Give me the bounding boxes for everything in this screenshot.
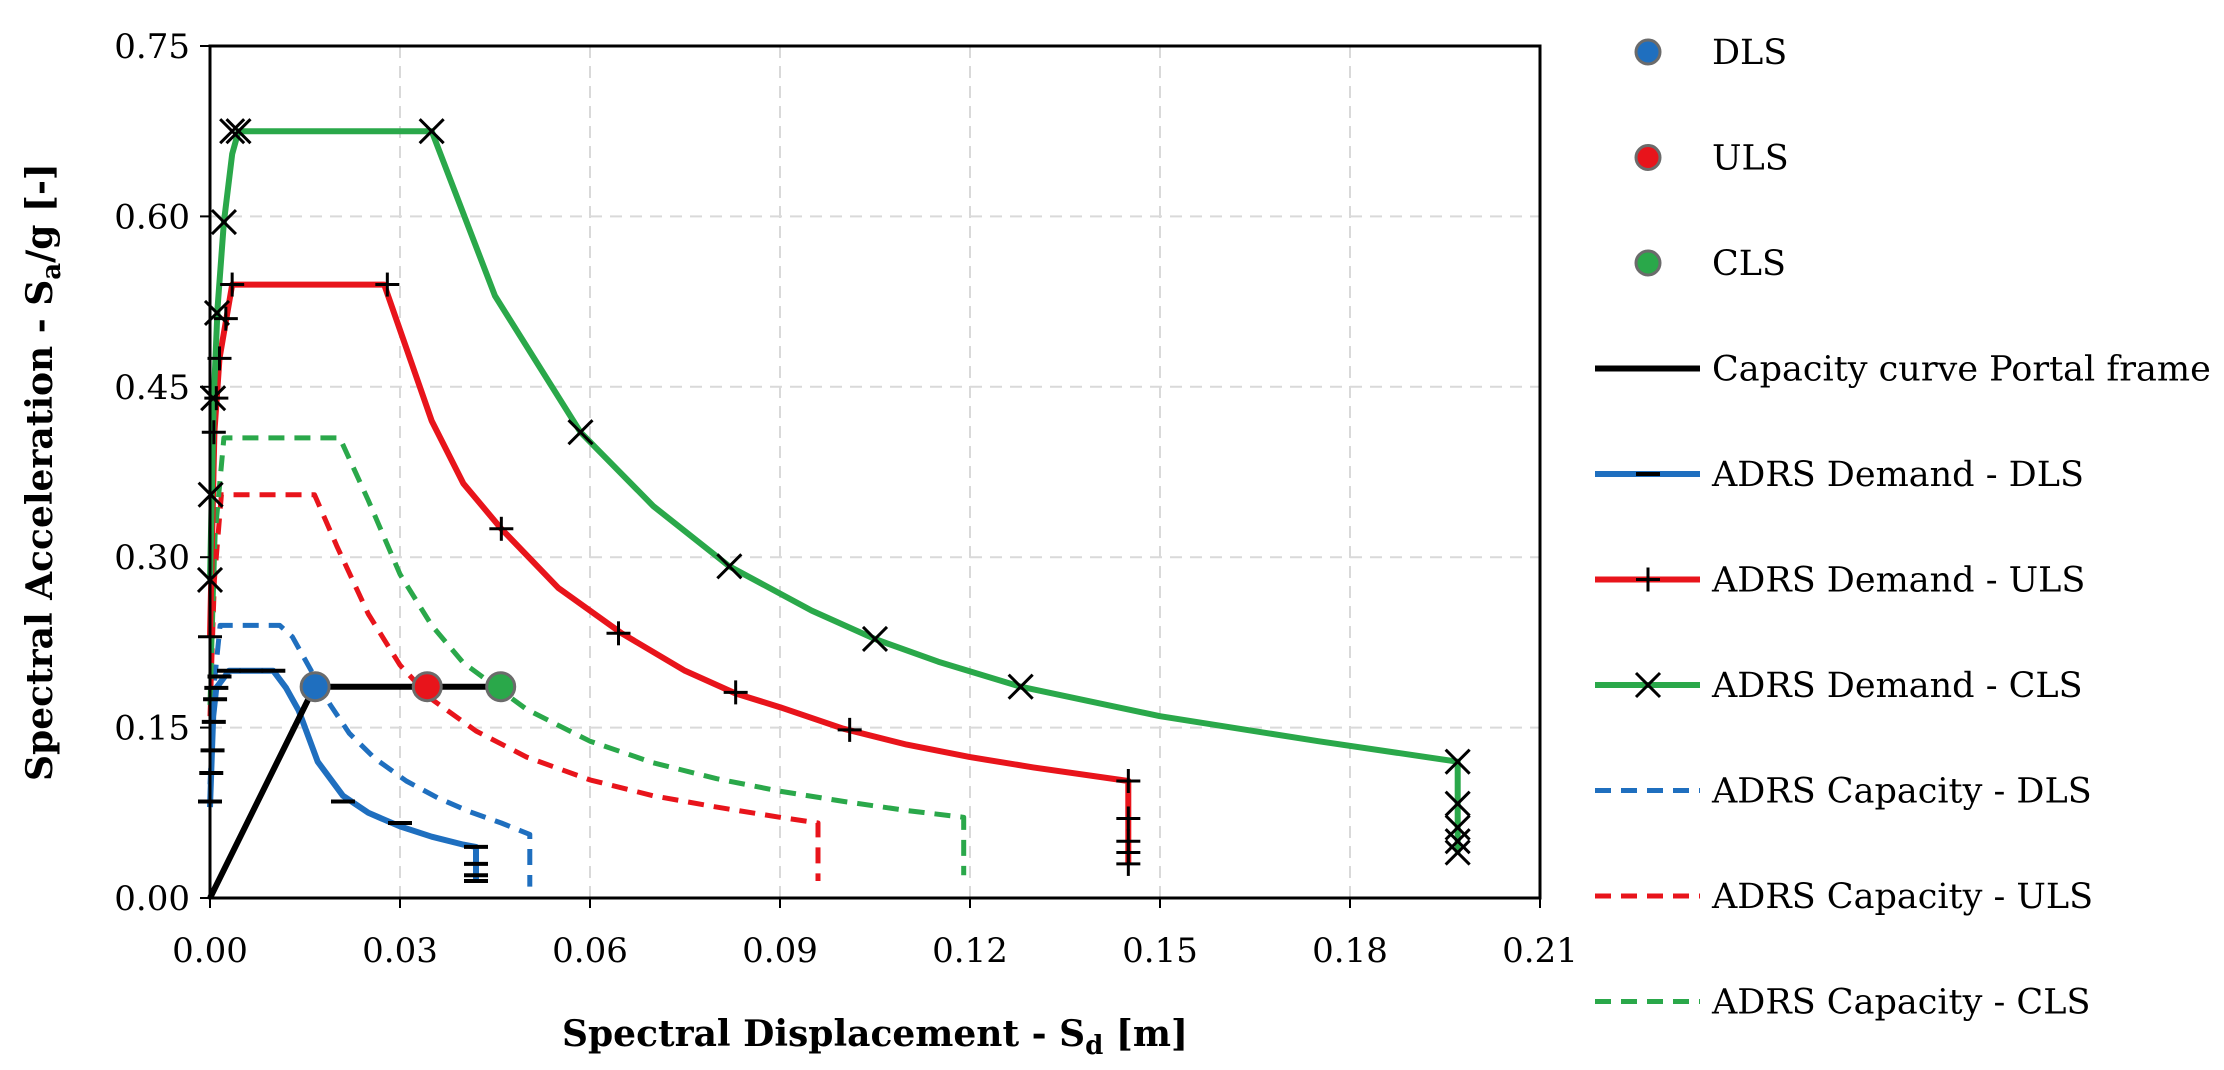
point-uls xyxy=(411,671,443,703)
legend-label: CLS xyxy=(1712,244,1786,284)
legend-marker xyxy=(1636,567,1660,592)
legend-item-adrs-capacity-uls: ADRS Capacity - ULS xyxy=(1595,877,2093,917)
legend-item-adrs-capacity-cls: ADRS Capacity - CLS xyxy=(1595,983,2090,1023)
legend-label: ADRS Capacity - ULS xyxy=(1711,877,2093,917)
legend-marker xyxy=(1634,671,1662,699)
y-axis-label: Spectral Acceleration - Sa/g [-] xyxy=(19,163,67,781)
x-axis-label: Spectral Displacement - Sd [m] xyxy=(562,1013,1188,1061)
x-tick-label: 0.09 xyxy=(742,931,818,971)
series-adrs-demand-dls xyxy=(207,667,479,881)
markers-layer xyxy=(196,118,1471,883)
legend-label: Capacity curve Portal frame xyxy=(1712,350,2211,390)
y-tick-label: 0.75 xyxy=(114,27,190,67)
perf-points-layer xyxy=(299,671,517,703)
x-tick-label: 0.12 xyxy=(932,931,1008,971)
series-adrs-capacity-uls xyxy=(207,492,821,881)
y-tick-label: 0.30 xyxy=(114,538,190,578)
marker-adrs-demand-uls xyxy=(489,516,514,541)
x-tick-label: 0.03 xyxy=(362,931,438,971)
legend-swatch xyxy=(1634,144,1662,171)
legend-item-adrs-demand-dls: ADRS Demand - DLS xyxy=(1595,455,2084,495)
x-axis-ticks: 0.00 0.03 0.06 0.09 0.12 0.15 0.18 0.21 xyxy=(172,898,1578,971)
y-tick-label: 0.15 xyxy=(114,709,190,749)
marker-adrs-demand-uls xyxy=(837,717,862,742)
legend-item-adrs-demand-cls: ADRS Demand - CLS xyxy=(1595,666,2083,706)
x-tick-label: 0.15 xyxy=(1122,931,1198,971)
marker-adrs-demand-uls xyxy=(1116,806,1141,831)
legend-swatch xyxy=(1634,38,1662,66)
series-adrs-demand-cls xyxy=(207,128,1461,853)
marker-adrs-demand-cls xyxy=(1444,839,1471,866)
marker-adrs-demand-cls xyxy=(200,385,227,412)
marker-adrs-demand-uls xyxy=(1116,851,1141,876)
series-adrs-capacity-cls xyxy=(207,435,967,876)
legend-swatch xyxy=(1634,249,1662,277)
grid-lines xyxy=(210,46,1540,898)
legend-item-capacity-curve-portal-frame: Capacity curve Portal frame xyxy=(1595,350,2211,390)
y-axis-label-sub: a xyxy=(37,263,67,280)
legend: DLS ULS CLS Capacity curve Portal frame ADRS… xyxy=(1595,33,2211,1023)
legend-label: ADRS Demand - CLS xyxy=(1711,666,2083,706)
marker-adrs-demand-cls xyxy=(1444,790,1471,817)
legend-item-adrs-capacity-dls: ADRS Capacity - DLS xyxy=(1595,772,2092,812)
x-axis-label-sub: d xyxy=(1085,1031,1103,1061)
marker-adrs-demand-cls xyxy=(716,553,743,580)
marker-adrs-demand-uls xyxy=(1116,768,1141,793)
legend-label: ADRS Capacity - CLS xyxy=(1711,983,2090,1023)
marker-adrs-demand-uls xyxy=(220,272,245,297)
marker-adrs-demand-cls xyxy=(861,625,889,653)
x-tick-label: 0.00 xyxy=(172,931,248,971)
marker-adrs-demand-uls xyxy=(723,680,748,705)
point-dls xyxy=(299,671,331,703)
legend-label: ADRS Demand - ULS xyxy=(1711,561,2085,601)
y-tick-label: 0.00 xyxy=(114,879,190,919)
x-tick-label: 0.21 xyxy=(1502,931,1578,971)
marker-adrs-demand-cls xyxy=(1444,828,1471,855)
legend-item-adrs-demand-uls: ADRS Demand - ULS xyxy=(1595,561,2085,601)
y-tick-label: 0.60 xyxy=(114,197,190,237)
legend-label: ULS xyxy=(1712,139,1789,179)
y-axis-ticks: 0.00 0.15 0.30 0.45 0.60 0.75 xyxy=(114,27,210,919)
marker-adrs-demand-uls xyxy=(375,272,400,297)
marker-adrs-demand-cls xyxy=(219,118,246,145)
series-layer xyxy=(207,128,1461,900)
y-tick-label: 0.45 xyxy=(114,368,190,408)
legend-item-dls: DLS xyxy=(1634,33,1787,73)
series-adrs-capacity-dls xyxy=(207,622,533,887)
plot-frame xyxy=(208,44,1542,900)
marker-adrs-demand-cls xyxy=(567,419,594,446)
legend-label: ADRS Demand - DLS xyxy=(1711,455,2084,495)
marker-adrs-demand-cls xyxy=(1444,748,1471,775)
marker-adrs-demand-cls xyxy=(210,209,237,236)
marker-adrs-demand-uls xyxy=(213,306,238,331)
marker-adrs-demand-cls xyxy=(418,118,445,145)
marker-adrs-demand-cls xyxy=(1007,673,1034,700)
x-tick-label: 0.06 xyxy=(552,931,628,971)
marker-adrs-demand-cls xyxy=(1444,814,1471,841)
legend-label: DLS xyxy=(1712,33,1787,73)
marker-adrs-demand-uls xyxy=(204,386,229,411)
point-cls xyxy=(485,671,517,703)
x-tick-label: 0.18 xyxy=(1312,931,1388,971)
legend-item-cls: CLS xyxy=(1634,244,1786,284)
marker-adrs-demand-uls xyxy=(606,621,631,646)
marker-adrs-demand-uls xyxy=(201,420,226,445)
marker-adrs-demand-cls xyxy=(225,118,252,145)
legend-label: ADRS Capacity - DLS xyxy=(1711,772,2092,812)
legend-item-uls: ULS xyxy=(1634,139,1789,179)
